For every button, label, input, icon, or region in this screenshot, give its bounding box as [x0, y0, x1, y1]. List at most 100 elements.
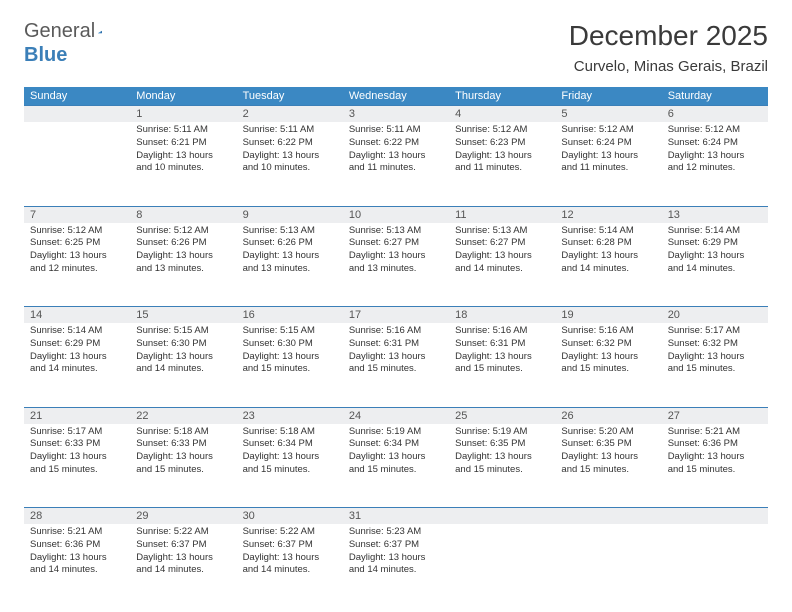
daylight-line: Daylight: 13 hours and 14 minutes.	[668, 250, 762, 276]
daylight-line: Daylight: 13 hours and 15 minutes.	[561, 351, 655, 377]
day-cell: Sunrise: 5:15 AMSunset: 6:30 PMDaylight:…	[130, 323, 236, 407]
day-number-cell: 14	[24, 307, 130, 324]
month-title: December 2025	[569, 20, 768, 52]
logo-text-general: General	[24, 20, 95, 43]
day-details: Sunrise: 5:13 AMSunset: 6:27 PMDaylight:…	[449, 223, 555, 282]
day-cell	[449, 524, 555, 608]
day-number-cell: 30	[237, 508, 343, 525]
sunrise-line: Sunrise: 5:14 AM	[30, 325, 124, 338]
day-cell: Sunrise: 5:19 AMSunset: 6:34 PMDaylight:…	[343, 424, 449, 508]
day-number-row: 123456	[24, 106, 768, 123]
day-cell: Sunrise: 5:16 AMSunset: 6:31 PMDaylight:…	[343, 323, 449, 407]
day-details: Sunrise: 5:20 AMSunset: 6:35 PMDaylight:…	[555, 424, 661, 483]
weekday-header: Wednesday	[343, 87, 449, 106]
day-details: Sunrise: 5:22 AMSunset: 6:37 PMDaylight:…	[130, 524, 236, 583]
day-number-cell: 23	[237, 407, 343, 424]
sunrise-line: Sunrise: 5:20 AM	[561, 426, 655, 439]
day-cell	[662, 524, 768, 608]
daylight-line: Daylight: 13 hours and 14 minutes.	[243, 552, 337, 578]
sunrise-line: Sunrise: 5:11 AM	[136, 124, 230, 137]
day-details: Sunrise: 5:21 AMSunset: 6:36 PMDaylight:…	[662, 424, 768, 483]
day-details: Sunrise: 5:17 AMSunset: 6:32 PMDaylight:…	[662, 323, 768, 382]
day-cell: Sunrise: 5:17 AMSunset: 6:33 PMDaylight:…	[24, 424, 130, 508]
day-number-cell: 3	[343, 106, 449, 123]
day-cell: Sunrise: 5:21 AMSunset: 6:36 PMDaylight:…	[24, 524, 130, 608]
sunrise-line: Sunrise: 5:16 AM	[455, 325, 549, 338]
day-number-cell: 12	[555, 206, 661, 223]
day-cell: Sunrise: 5:12 AMSunset: 6:26 PMDaylight:…	[130, 223, 236, 307]
day-details: Sunrise: 5:12 AMSunset: 6:25 PMDaylight:…	[24, 223, 130, 282]
logo-sub: Blue	[24, 44, 67, 67]
day-details: Sunrise: 5:11 AMSunset: 6:21 PMDaylight:…	[130, 122, 236, 181]
day-number-cell: 20	[662, 307, 768, 324]
sunset-line: Sunset: 6:23 PM	[455, 137, 549, 150]
day-details: Sunrise: 5:17 AMSunset: 6:33 PMDaylight:…	[24, 424, 130, 483]
weekday-header: Thursday	[449, 87, 555, 106]
day-number-cell	[555, 508, 661, 525]
day-number-cell: 26	[555, 407, 661, 424]
day-cell: Sunrise: 5:12 AMSunset: 6:23 PMDaylight:…	[449, 122, 555, 206]
day-details: Sunrise: 5:13 AMSunset: 6:26 PMDaylight:…	[237, 223, 343, 282]
day-details: Sunrise: 5:12 AMSunset: 6:24 PMDaylight:…	[555, 122, 661, 181]
day-cell: Sunrise: 5:16 AMSunset: 6:32 PMDaylight:…	[555, 323, 661, 407]
sunset-line: Sunset: 6:36 PM	[668, 438, 762, 451]
day-cell: Sunrise: 5:14 AMSunset: 6:29 PMDaylight:…	[662, 223, 768, 307]
daylight-line: Daylight: 13 hours and 14 minutes.	[561, 250, 655, 276]
daylight-line: Daylight: 13 hours and 15 minutes.	[349, 451, 443, 477]
daylight-line: Daylight: 13 hours and 15 minutes.	[455, 351, 549, 377]
day-cell: Sunrise: 5:13 AMSunset: 6:27 PMDaylight:…	[449, 223, 555, 307]
weekday-header: Tuesday	[237, 87, 343, 106]
day-cell: Sunrise: 5:12 AMSunset: 6:24 PMDaylight:…	[555, 122, 661, 206]
weekday-header-row: SundayMondayTuesdayWednesdayThursdayFrid…	[24, 87, 768, 106]
day-details: Sunrise: 5:22 AMSunset: 6:37 PMDaylight:…	[237, 524, 343, 583]
sunrise-line: Sunrise: 5:12 AM	[561, 124, 655, 137]
sunset-line: Sunset: 6:22 PM	[243, 137, 337, 150]
logo-text-blue: Blue	[24, 44, 67, 66]
day-number-cell: 29	[130, 508, 236, 525]
sunset-line: Sunset: 6:28 PM	[561, 237, 655, 250]
day-details: Sunrise: 5:12 AMSunset: 6:26 PMDaylight:…	[130, 223, 236, 282]
sunset-line: Sunset: 6:27 PM	[455, 237, 549, 250]
daylight-line: Daylight: 13 hours and 14 minutes.	[136, 552, 230, 578]
weekday-header: Saturday	[662, 87, 768, 106]
sunrise-line: Sunrise: 5:11 AM	[243, 124, 337, 137]
sunset-line: Sunset: 6:36 PM	[30, 539, 124, 552]
day-details: Sunrise: 5:15 AMSunset: 6:30 PMDaylight:…	[130, 323, 236, 382]
sunrise-line: Sunrise: 5:13 AM	[349, 225, 443, 238]
sunrise-line: Sunrise: 5:14 AM	[668, 225, 762, 238]
sunrise-line: Sunrise: 5:16 AM	[349, 325, 443, 338]
day-content-row: Sunrise: 5:17 AMSunset: 6:33 PMDaylight:…	[24, 424, 768, 508]
sunrise-line: Sunrise: 5:22 AM	[136, 526, 230, 539]
day-number-cell	[662, 508, 768, 525]
day-details: Sunrise: 5:14 AMSunset: 6:28 PMDaylight:…	[555, 223, 661, 282]
day-content-row: Sunrise: 5:12 AMSunset: 6:25 PMDaylight:…	[24, 223, 768, 307]
day-cell: Sunrise: 5:14 AMSunset: 6:29 PMDaylight:…	[24, 323, 130, 407]
sunrise-line: Sunrise: 5:18 AM	[243, 426, 337, 439]
sunset-line: Sunset: 6:25 PM	[30, 237, 124, 250]
day-content-row: Sunrise: 5:11 AMSunset: 6:21 PMDaylight:…	[24, 122, 768, 206]
day-number-cell: 22	[130, 407, 236, 424]
daylight-line: Daylight: 13 hours and 14 minutes.	[455, 250, 549, 276]
day-cell: Sunrise: 5:11 AMSunset: 6:22 PMDaylight:…	[237, 122, 343, 206]
daylight-line: Daylight: 13 hours and 12 minutes.	[30, 250, 124, 276]
day-number-cell: 27	[662, 407, 768, 424]
sunset-line: Sunset: 6:35 PM	[561, 438, 655, 451]
day-details: Sunrise: 5:14 AMSunset: 6:29 PMDaylight:…	[24, 323, 130, 382]
sunrise-line: Sunrise: 5:21 AM	[668, 426, 762, 439]
daylight-line: Daylight: 13 hours and 15 minutes.	[30, 451, 124, 477]
day-number-cell	[24, 106, 130, 123]
day-content-row: Sunrise: 5:21 AMSunset: 6:36 PMDaylight:…	[24, 524, 768, 608]
sunset-line: Sunset: 6:32 PM	[561, 338, 655, 351]
logo-triangle-icon	[98, 25, 102, 39]
day-cell: Sunrise: 5:22 AMSunset: 6:37 PMDaylight:…	[237, 524, 343, 608]
day-details: Sunrise: 5:15 AMSunset: 6:30 PMDaylight:…	[237, 323, 343, 382]
day-cell: Sunrise: 5:18 AMSunset: 6:34 PMDaylight:…	[237, 424, 343, 508]
daylight-line: Daylight: 13 hours and 13 minutes.	[136, 250, 230, 276]
day-details: Sunrise: 5:21 AMSunset: 6:36 PMDaylight:…	[24, 524, 130, 583]
daylight-line: Daylight: 13 hours and 14 minutes.	[30, 552, 124, 578]
sunrise-line: Sunrise: 5:21 AM	[30, 526, 124, 539]
sunrise-line: Sunrise: 5:12 AM	[136, 225, 230, 238]
day-number-cell: 8	[130, 206, 236, 223]
day-cell: Sunrise: 5:12 AMSunset: 6:24 PMDaylight:…	[662, 122, 768, 206]
day-cell: Sunrise: 5:20 AMSunset: 6:35 PMDaylight:…	[555, 424, 661, 508]
